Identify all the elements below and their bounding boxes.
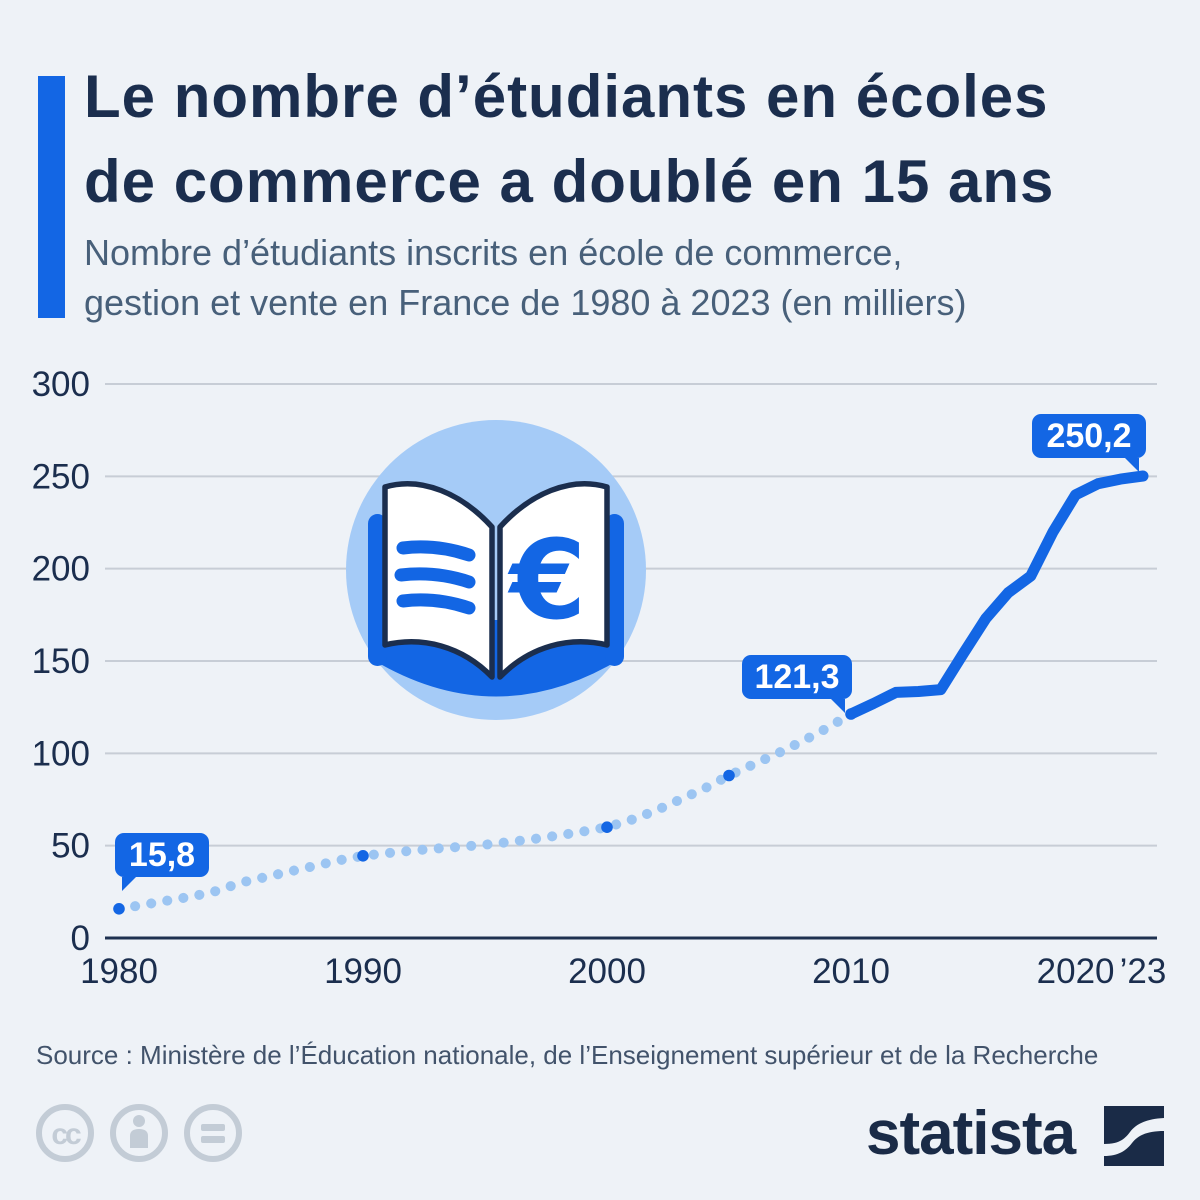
no-derivatives-icon <box>184 1104 242 1162</box>
y-axis-tick-label: 300 <box>32 365 90 404</box>
gridlines-layer <box>105 383 1157 940</box>
y-axis-labels: 300 250 200 150 100 50 0 <box>32 365 90 958</box>
value-label-2010: 121,3 <box>742 655 852 713</box>
marker-dot-2005 <box>723 769 735 782</box>
marker-dot-1990 <box>357 850 369 862</box>
title-accent-bar <box>38 76 65 318</box>
x-axis-tick-label: 1990 <box>324 952 402 991</box>
subtitle-line-1: Nombre d’étudiants inscrits en école de … <box>84 232 903 273</box>
creative-commons-badges: cc <box>36 1104 242 1162</box>
chart-subtitle: Nombre d’étudiants inscrits en école de … <box>84 228 1174 328</box>
book-right-page <box>497 481 610 680</box>
x-axis-tick-label: 2010 <box>812 952 890 991</box>
title-line-1: Le nombre d’étudiants en écoles <box>84 63 1049 130</box>
line-chart: 300 250 200 150 100 50 0 1980 1990 2000 2010 2020’… <box>32 365 1167 991</box>
x-axis-tick-label: 1980 <box>80 952 158 991</box>
attribution-icon <box>110 1104 168 1162</box>
solid-line-series <box>845 470 1149 720</box>
dotted-line-series <box>114 709 856 914</box>
statista-logo-mark <box>1104 1106 1164 1166</box>
euro-symbol: € <box>507 516 587 644</box>
marker-dots-layer <box>113 708 857 915</box>
title-line-2: de commerce a doublé en 15 ans <box>84 148 1055 215</box>
cc-letters: cc <box>51 1118 81 1151</box>
book-text-lines <box>394 540 476 615</box>
y-axis-tick-label: 200 <box>32 550 90 589</box>
marker-dot-2000 <box>601 821 613 833</box>
x-axis-tick-label: 2020 <box>1037 952 1115 991</box>
y-axis-tick-label: 150 <box>32 642 90 681</box>
book-euro-icon: € <box>346 420 646 720</box>
subtitle-line-2: gestion et vente en France de 1980 à 202… <box>84 282 967 323</box>
attribution-person-body <box>130 1129 148 1148</box>
y-axis-tick-label: 100 <box>32 734 90 773</box>
page-title: Le nombre d’étudiants en écoles de comme… <box>84 54 1184 224</box>
marker-dot-2010 <box>845 708 857 720</box>
marker-dot-1980 <box>113 903 125 915</box>
series-layer <box>114 470 1149 914</box>
attribution-person-head <box>133 1115 145 1127</box>
y-axis-tick-label: 250 <box>32 457 90 496</box>
value-label-2023: 250,2 <box>1032 414 1146 472</box>
value-label-1980: 15,8 <box>115 833 209 891</box>
x-axis-labels: 1980 1990 2000 2010 2020’23 <box>80 952 1166 991</box>
y-axis-tick-label: 0 <box>71 919 90 958</box>
statista-logo-text: statista <box>866 1099 1076 1168</box>
source-text: Source : Ministère de l’Éducation nation… <box>36 1040 1099 1070</box>
x-axis-tick-label: 2000 <box>568 952 646 991</box>
y-axis-tick-label: 50 <box>51 827 90 866</box>
equals-bars <box>201 1124 225 1143</box>
cc-icon <box>36 1104 94 1162</box>
x-axis-tick-label: ’23 <box>1120 952 1167 991</box>
